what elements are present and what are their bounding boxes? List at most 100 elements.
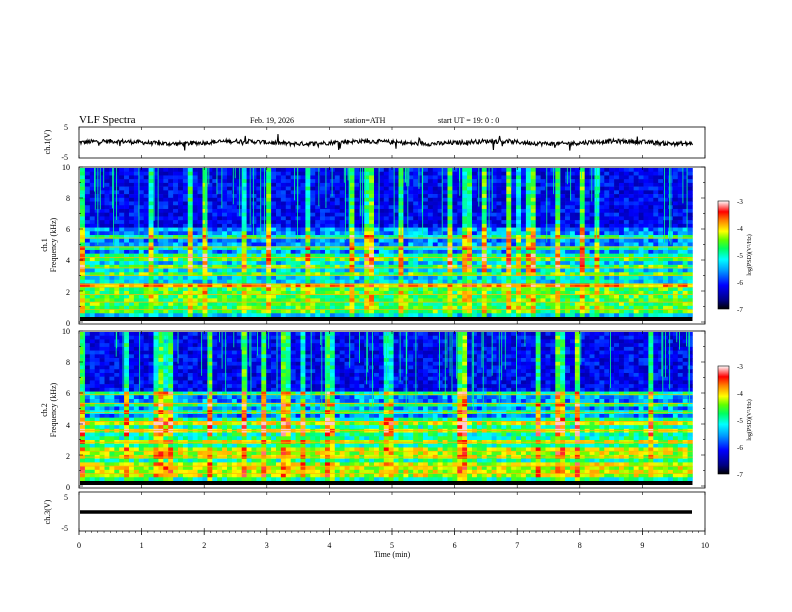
spectrogram-cell <box>393 220 399 225</box>
spectrogram-cell <box>129 294 135 299</box>
spectrogram-cell <box>334 201 340 206</box>
spectrogram-cell <box>467 268 473 273</box>
spectrogram-cell <box>432 186 438 191</box>
spectrogram-cell <box>545 313 551 318</box>
spectrogram-cell <box>452 272 458 277</box>
spectrogram-cell <box>535 257 541 262</box>
spectrogram-cell <box>359 168 365 173</box>
spectrogram-cell <box>280 186 287 191</box>
spectrogram-cell <box>604 171 610 176</box>
spectrogram-cell <box>393 168 399 173</box>
spectrogram-cell <box>618 279 625 284</box>
spectrogram-cell <box>579 290 585 295</box>
spectrogram-cell <box>143 220 149 225</box>
spectrogram-cell <box>496 276 502 281</box>
spectrogram-cell <box>182 276 189 281</box>
spectrogram-cell <box>574 279 581 284</box>
spectrogram-cell <box>129 212 135 217</box>
spectrogram-cell <box>476 175 483 180</box>
spectrogram-cell <box>378 223 385 228</box>
spectrogram-cell <box>163 268 169 273</box>
spectrogram-cell <box>393 223 399 228</box>
spectrogram-cell <box>310 168 316 173</box>
spectrogram-cell <box>574 290 581 295</box>
spectrogram-cell <box>506 276 512 281</box>
spectrogram-cell <box>84 175 91 180</box>
spectrogram-cell <box>222 276 228 281</box>
spectrogram-cell <box>471 290 478 295</box>
spectrogram-cell <box>663 276 669 281</box>
spectrogram-cell <box>383 253 389 258</box>
spectrogram-cell <box>354 171 360 176</box>
spectrogram-cell <box>658 194 664 199</box>
spectrogram-cell <box>173 268 179 273</box>
spectrogram-cell <box>266 190 272 195</box>
spectrogram-cell <box>687 294 693 299</box>
spectrogram-cell <box>84 227 91 232</box>
spectrogram-cell <box>462 290 468 295</box>
spectrogram-cell <box>334 227 340 232</box>
spectrogram-cell <box>197 246 203 251</box>
spectrogram-cell <box>217 309 223 314</box>
spectrogram-cell <box>599 309 605 314</box>
spectrogram-cell <box>403 227 409 232</box>
spectrogram-cell <box>207 168 213 173</box>
spectrogram-cell <box>643 242 649 247</box>
spectrogram-cell <box>251 208 257 213</box>
spectrogram-cell <box>447 302 453 307</box>
spectrogram-cell <box>256 190 262 195</box>
spectrogram-cell <box>80 238 86 243</box>
spectrogram-cell <box>89 242 95 247</box>
spectrogram-cell <box>594 268 600 273</box>
spectrogram-cell <box>437 257 443 262</box>
spectrogram-cell <box>658 197 664 202</box>
spectrogram-cell <box>187 272 193 277</box>
spectrogram-cell <box>516 272 522 277</box>
spectrogram-cell <box>285 279 291 284</box>
spectrogram-cell <box>413 276 419 281</box>
spectrogram-cell <box>173 194 179 199</box>
spectrogram-cell <box>168 231 174 236</box>
spectrogram-cell <box>452 182 458 187</box>
spectrogram-cell <box>569 279 576 284</box>
spectrogram-cell <box>520 279 527 284</box>
spectrogram-cell <box>452 268 458 273</box>
spectrogram-cell <box>339 249 345 254</box>
spectrogram-cell <box>251 257 257 262</box>
spectrogram-cell <box>148 294 154 299</box>
spectrogram-cell <box>648 186 654 191</box>
spectrogram-cell <box>491 313 497 318</box>
spectrogram-cell <box>609 220 615 225</box>
spectrogram-cell <box>467 182 473 187</box>
spectrogram-cell <box>84 253 91 258</box>
spectrogram-cell <box>138 223 144 228</box>
spectrogram-cell <box>251 220 257 225</box>
spectrogram-cell <box>354 175 360 180</box>
spectrogram-cell <box>94 257 100 262</box>
spectrogram-cell <box>369 302 375 307</box>
spectrogram-cell <box>324 309 331 314</box>
spectrogram-cell <box>560 279 566 284</box>
spectrogram-cell <box>143 238 149 243</box>
spectrogram-cell <box>422 171 429 176</box>
spectrogram-cell <box>516 298 522 303</box>
spectrogram-cell <box>163 179 169 184</box>
spectrogram-cell <box>246 261 252 266</box>
spectrogram-cell <box>80 298 86 303</box>
spectrogram-cell <box>418 208 424 213</box>
spectrogram-cell <box>486 309 492 314</box>
spectrogram-cell <box>369 208 375 213</box>
spectrogram-cell <box>300 168 306 173</box>
spectrogram-cell <box>432 201 438 206</box>
spectrogram-cell <box>320 190 326 195</box>
spectrogram-cell <box>329 261 336 266</box>
spectrogram-cell <box>403 208 409 213</box>
spectrogram-cell <box>388 309 394 314</box>
spectrogram-cell <box>84 298 91 303</box>
spectrogram-cell <box>491 242 497 247</box>
spectrogram-cell <box>413 182 419 187</box>
spectrogram-cell <box>109 220 115 225</box>
spectrogram-cell <box>447 257 453 262</box>
spectrogram-cell <box>501 242 507 247</box>
spectrogram-cell <box>677 238 683 243</box>
